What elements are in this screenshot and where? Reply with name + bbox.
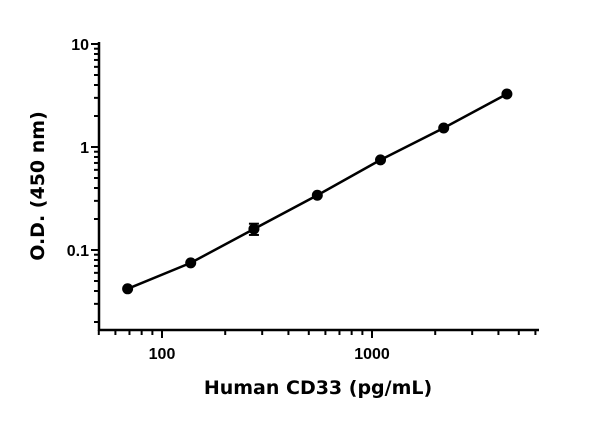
data-point: [311, 189, 323, 201]
x-tick-label: 100: [149, 346, 176, 363]
x-tick-label: 1000: [354, 346, 390, 363]
y-tick-label: 10: [71, 37, 89, 54]
axes: 0.1 1 10 100 1000: [67, 37, 539, 363]
data-point: [438, 122, 450, 134]
y-tick-label: 0.1: [67, 243, 89, 260]
data-point: [248, 223, 260, 235]
y-tick-label: 1: [80, 140, 89, 157]
data-point: [375, 154, 387, 166]
data-point: [185, 257, 197, 269]
data-point: [501, 88, 513, 100]
data-series: [122, 88, 513, 295]
y-axis-title: O.D. (450 nm): [27, 111, 49, 261]
data-point: [122, 283, 134, 295]
x-axis-title: Human CD33 (pg/mL): [204, 377, 432, 399]
